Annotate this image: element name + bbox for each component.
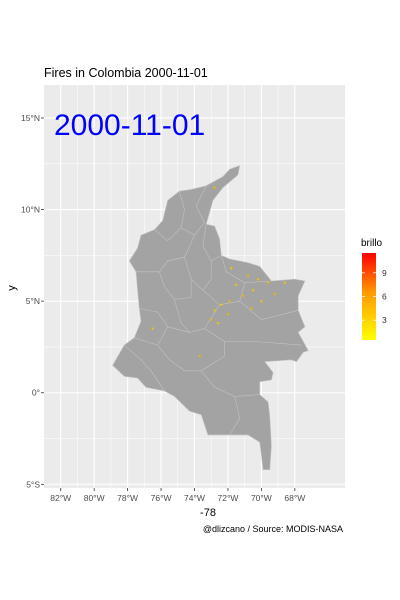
x-tick-label: 76°W <box>151 493 172 503</box>
fire-point <box>234 283 238 287</box>
x-tick-label: 68°W <box>284 493 305 503</box>
boundary-line <box>200 370 260 397</box>
fire-point <box>209 318 213 322</box>
y-tick-label: 10°N <box>21 205 40 215</box>
legend: brillo 3 6 9 <box>361 238 387 340</box>
chart-title: Fires in Colombia 2000-11-01 <box>44 66 208 80</box>
x-tick-label: 80°W <box>84 493 105 503</box>
fire-points <box>151 186 287 358</box>
date-label: 2000-11-01 <box>54 109 205 142</box>
y-tick-label: 0° <box>32 388 40 398</box>
caption: @dlizcano / Source: MODIS-NASA <box>203 524 343 534</box>
boundary-line <box>124 344 165 392</box>
fire-point <box>251 288 255 292</box>
legend-tick-label: 6 <box>382 292 387 302</box>
x-tick-label: 74°W <box>184 493 205 503</box>
legend-colorbar <box>362 253 376 340</box>
fire-point <box>256 277 260 281</box>
y-tick-label: 5°N <box>26 296 40 306</box>
boundary-line <box>221 255 272 284</box>
boundary-line <box>180 185 207 236</box>
fire-point <box>229 266 233 270</box>
x-tick-label: 78°W <box>117 493 138 503</box>
boundary-line <box>202 224 222 262</box>
boundary-line <box>204 328 302 346</box>
x-tick-label: 72°W <box>217 493 238 503</box>
fire-point <box>249 307 253 311</box>
fire-point <box>216 321 220 325</box>
y-axis: 5°S 0° 5°N 10°N 15°N <box>21 113 44 489</box>
colombia-landmass <box>112 165 309 470</box>
boundary-line <box>157 341 225 372</box>
boundary-line <box>239 300 299 320</box>
boundary-line <box>202 282 245 306</box>
x-tick-label: 70°W <box>251 493 272 503</box>
fire-point <box>273 292 277 296</box>
fire-point <box>246 274 250 278</box>
fire-point <box>241 294 245 298</box>
y-tick-label: 5°S <box>26 479 40 489</box>
fire-point <box>213 308 217 312</box>
legend-tick-label: 9 <box>382 268 387 278</box>
x-tick-label: 82°W <box>50 493 71 503</box>
legend-title: brillo <box>361 238 383 249</box>
colombia-map <box>112 165 309 470</box>
fire-point <box>219 303 223 307</box>
fire-point <box>266 281 270 285</box>
fire-point <box>228 299 232 303</box>
fire-point <box>151 327 155 331</box>
boundary-line <box>136 235 195 273</box>
fire-point <box>283 281 287 285</box>
legend-ticks: 3 6 9 <box>362 268 387 325</box>
y-tick-label: 15°N <box>21 113 40 123</box>
fire-point <box>213 186 217 190</box>
department-boundaries <box>124 185 302 436</box>
boundary-line <box>229 396 241 436</box>
fire-point <box>259 299 263 303</box>
y-axis-label: y <box>6 285 18 291</box>
legend-tick-label: 3 <box>382 315 387 325</box>
x-axis: 82°W 80°W 78°W 76°W 74°W 72°W 70°W 68°W <box>50 488 305 503</box>
fire-point <box>226 312 230 316</box>
fire-point <box>197 354 201 358</box>
boundary-line <box>167 299 191 333</box>
x-axis-label: -78 <box>200 507 216 519</box>
